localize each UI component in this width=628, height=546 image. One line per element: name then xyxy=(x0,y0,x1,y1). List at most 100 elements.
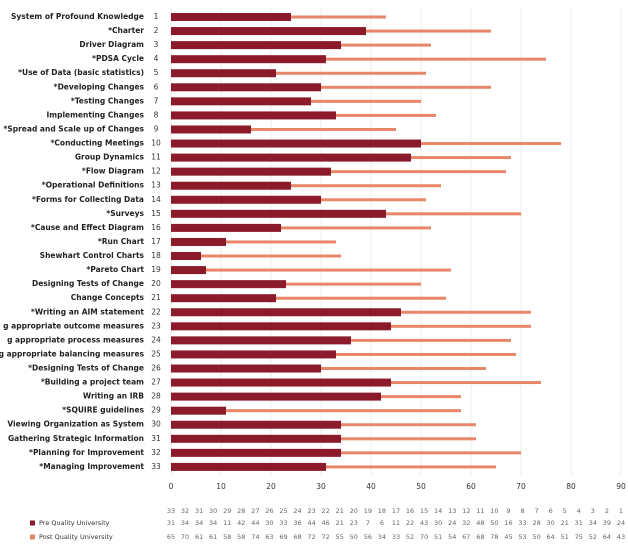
table-value: 44 xyxy=(307,519,315,527)
table-value: 52 xyxy=(589,533,597,541)
bar xyxy=(171,85,491,89)
table-index: 26 xyxy=(265,507,273,515)
category-label: *Writing an AIM statement xyxy=(31,307,145,316)
table-value: 33 xyxy=(518,519,526,527)
table-index: 28 xyxy=(237,507,245,515)
table-value: 61 xyxy=(209,533,217,541)
table-index: 20 xyxy=(350,507,358,515)
bar xyxy=(171,268,451,272)
table-index: 12 xyxy=(462,507,470,515)
table-value: 6 xyxy=(380,519,384,527)
bar xyxy=(171,392,381,401)
table-index: 29 xyxy=(223,507,231,515)
legend-label: Pre Quality University xyxy=(39,519,110,527)
table-value: 45 xyxy=(504,533,512,541)
table-index: 21 xyxy=(336,507,344,515)
bar xyxy=(171,282,421,286)
category-number: 24 xyxy=(151,335,161,344)
table-index: 3 xyxy=(591,507,595,515)
table-value: 55 xyxy=(336,533,344,541)
table-value: 44 xyxy=(251,519,259,527)
table-index: 27 xyxy=(251,507,259,515)
table-index: 9 xyxy=(506,507,510,515)
bar xyxy=(171,352,516,356)
bar xyxy=(171,153,411,162)
table-index: 1 xyxy=(619,507,623,515)
table-index: 32 xyxy=(181,507,189,515)
table-value: 11 xyxy=(392,519,400,527)
table-value: 31 xyxy=(575,519,583,527)
table-index: 5 xyxy=(563,507,567,515)
bar xyxy=(171,254,341,258)
category-number: 23 xyxy=(151,321,161,330)
bar xyxy=(171,296,446,300)
legend-swatch xyxy=(30,520,35,526)
table-value: 33 xyxy=(279,519,287,527)
category-label: *PDSA Cycle xyxy=(92,54,144,63)
category-number: 3 xyxy=(154,40,159,49)
category-number: 28 xyxy=(151,392,161,401)
category-number: 10 xyxy=(151,139,161,148)
category-label: g appropriate balancing measures xyxy=(0,349,145,358)
category-number: 7 xyxy=(154,96,159,105)
table-index: 7 xyxy=(535,507,539,515)
bar xyxy=(171,350,336,359)
category-label: *Cause and Effect Diagram xyxy=(31,223,144,232)
category-label: Change Concepts xyxy=(71,293,145,302)
table-index: 13 xyxy=(448,507,456,515)
table-value: 48 xyxy=(476,519,484,527)
bar xyxy=(171,223,281,232)
bar xyxy=(171,97,311,106)
table-value: 50 xyxy=(490,519,498,527)
table-value: 39 xyxy=(603,519,611,527)
category-number: 1 xyxy=(154,12,159,21)
x-tick-label: 20 xyxy=(266,482,276,491)
table-value: 46 xyxy=(322,519,330,527)
bar xyxy=(171,195,321,204)
bar xyxy=(171,448,341,457)
category-label: *Testing Changes xyxy=(71,96,145,105)
category-number: 21 xyxy=(151,293,161,302)
category-label: *Planning for Improvement xyxy=(29,448,144,457)
bar xyxy=(171,139,421,148)
table-value: 28 xyxy=(532,519,540,527)
category-number: 13 xyxy=(151,181,161,190)
bar xyxy=(171,69,276,78)
bar xyxy=(171,55,326,64)
category-number: 32 xyxy=(151,448,161,457)
x-tick-label: 30 xyxy=(316,482,326,491)
x-tick-label: 0 xyxy=(169,482,174,491)
table-value: 23 xyxy=(350,519,358,527)
table-value: 34 xyxy=(378,533,386,541)
category-number: 22 xyxy=(151,307,161,316)
bar xyxy=(171,83,321,92)
table-index: 4 xyxy=(577,507,581,515)
bar xyxy=(171,57,546,61)
table-value: 16 xyxy=(504,519,512,527)
table-index: 2 xyxy=(605,507,609,515)
table-index: 33 xyxy=(167,507,175,515)
category-number: 9 xyxy=(154,124,159,133)
category-number: 27 xyxy=(151,378,161,387)
table-value: 11 xyxy=(223,519,231,527)
table-value: 72 xyxy=(322,533,330,541)
table-value: 52 xyxy=(406,533,414,541)
legend-label: Post Quality University xyxy=(39,533,113,541)
table-value: 30 xyxy=(434,519,442,527)
table-value: 68 xyxy=(476,533,484,541)
legend-swatch xyxy=(30,534,35,540)
table-index: 8 xyxy=(520,507,524,515)
table-index: 6 xyxy=(549,507,553,515)
category-label: Gathering Strategic Information xyxy=(8,434,144,443)
table-index: 17 xyxy=(392,507,400,515)
table-value: 63 xyxy=(265,533,273,541)
table-value: 58 xyxy=(223,533,231,541)
category-number: 5 xyxy=(154,68,159,77)
bar xyxy=(171,181,291,190)
category-label: *Pareto Chart xyxy=(86,265,144,274)
table-value: 75 xyxy=(575,533,583,541)
category-label: *Designing Tests of Change xyxy=(28,364,144,373)
table-value: 61 xyxy=(195,533,203,541)
category-label: *Flow Diagram xyxy=(82,167,144,176)
category-number: 18 xyxy=(151,251,161,260)
